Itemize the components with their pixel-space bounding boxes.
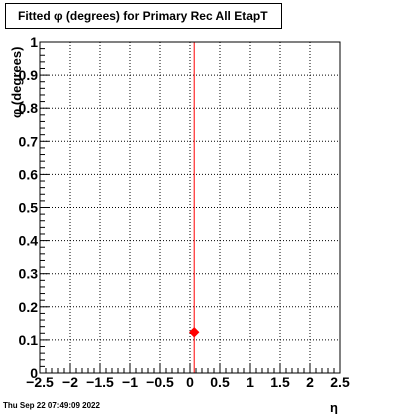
x-tick-label: 0.5	[210, 374, 230, 390]
chart-title-box: Fitted φ (degrees) for Primary Rec All E…	[5, 3, 282, 29]
y-tick-labels: 0 0.1 0.2 0.3 0.4 0.5 0.6 0.7 0.8 0.9 1	[19, 34, 39, 381]
y-tick-label: 0.9	[19, 67, 39, 83]
x-tick-label: 2.5	[330, 374, 350, 390]
y-tick-label: 0.7	[19, 133, 39, 149]
y-tick-label: 0.4	[19, 233, 39, 249]
y-tick-label: 1	[30, 34, 38, 50]
x-tick-label: −1	[122, 374, 138, 390]
x-tick-labels: −2.5 −2 −1.5 −1 −0.5 0 0.5 1 1.5 2 2.5	[26, 374, 350, 390]
x-tick-label: −2	[62, 374, 78, 390]
chart-title: Fitted φ (degrees) for Primary Rec All E…	[18, 9, 268, 23]
x-tick-label: 1.5	[270, 374, 290, 390]
x-tick-label: 0	[186, 374, 194, 390]
grid-lines	[40, 42, 340, 373]
y-tick-label: 0.2	[19, 299, 39, 315]
y-tick-label: 0.6	[19, 166, 39, 182]
x-tick-label: −2.5	[26, 374, 54, 390]
y-tick-label: 0.8	[19, 100, 39, 116]
x-tick-label: 2	[306, 374, 314, 390]
x-tick-label: −1.5	[86, 374, 114, 390]
x-axis-label: η	[330, 400, 338, 414]
y-tick-label: 0.1	[19, 332, 39, 348]
data-points	[188, 327, 200, 338]
data-point-marker	[188, 327, 200, 338]
x-tick-label: 1	[246, 374, 254, 390]
y-tick-label: 0	[30, 365, 38, 381]
plot-frame	[39, 41, 341, 374]
y-tick-label: 0.3	[19, 266, 39, 282]
y-axis-label: φ (degrees)	[9, 47, 24, 118]
y-tick-label: 0.5	[19, 200, 39, 216]
x-tick-label: −0.5	[146, 374, 174, 390]
date-stamp: Thu Sep 22 07:49:09 2022	[3, 401, 100, 410]
